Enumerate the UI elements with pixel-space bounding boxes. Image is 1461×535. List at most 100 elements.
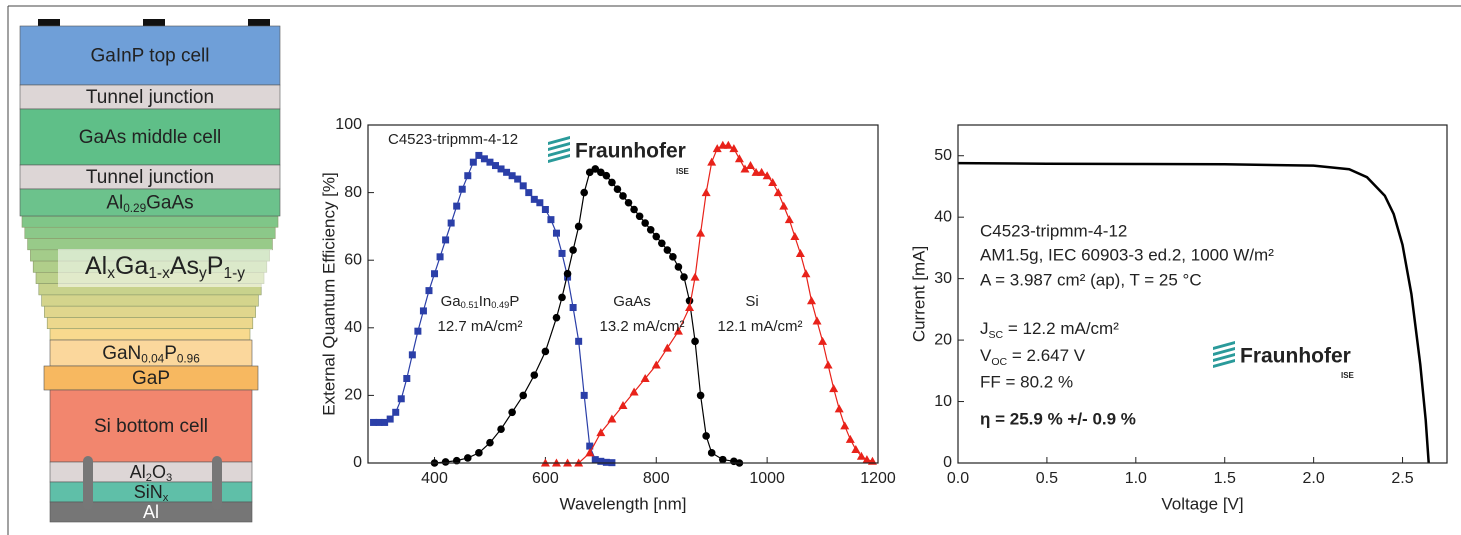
marker bbox=[370, 418, 378, 426]
annotation: Fraunhofer bbox=[1240, 345, 1351, 368]
marker bbox=[680, 273, 688, 281]
marker bbox=[497, 165, 505, 173]
marker bbox=[663, 246, 672, 254]
layer-label: Tunnel junction bbox=[86, 87, 214, 108]
marker bbox=[613, 185, 622, 194]
subscript: 0.96 bbox=[177, 352, 200, 365]
marker bbox=[696, 391, 705, 400]
marker bbox=[392, 408, 400, 416]
marker bbox=[508, 172, 516, 180]
marker bbox=[508, 408, 516, 417]
x-tick-label: 400 bbox=[421, 470, 448, 487]
marker bbox=[585, 448, 595, 457]
y-axis-label: External Quantum Efficiency [%] bbox=[319, 172, 338, 415]
subscript: 3 bbox=[166, 472, 172, 484]
logo-icon bbox=[1213, 341, 1235, 368]
marker bbox=[514, 175, 522, 183]
graded-layer bbox=[27, 238, 273, 251]
annotation: C4523-tripmm-4-12 bbox=[980, 221, 1127, 240]
marker bbox=[563, 269, 572, 278]
layer bbox=[19, 188, 281, 217]
x-axis-label: Voltage [V] bbox=[1161, 494, 1243, 513]
layer-label: SiNx bbox=[134, 482, 169, 504]
marker bbox=[486, 158, 494, 166]
marker bbox=[464, 172, 472, 180]
marker bbox=[591, 165, 600, 173]
y-tick-label: 10 bbox=[934, 393, 952, 410]
subscript: 0.49 bbox=[491, 301, 509, 311]
text-part: GaN bbox=[102, 343, 141, 364]
marker bbox=[492, 162, 499, 170]
x-tick-label: 1.0 bbox=[1125, 470, 1147, 487]
marker bbox=[651, 360, 661, 369]
y-tick-label: 20 bbox=[344, 387, 362, 404]
graded-layer bbox=[41, 294, 259, 307]
marker bbox=[419, 307, 427, 315]
marker bbox=[690, 272, 700, 281]
layer-label: GaN0.04P0.96 bbox=[102, 343, 200, 365]
layer bbox=[43, 365, 259, 391]
marker bbox=[629, 387, 639, 396]
marker bbox=[441, 458, 450, 466]
x-axis-label: Wavelength [nm] bbox=[560, 494, 687, 513]
annotation: C4523-tripmm-4-12 bbox=[388, 131, 518, 148]
marker bbox=[453, 202, 461, 210]
graded-layer bbox=[44, 305, 256, 318]
text-part: = 12.2 mA/cm² bbox=[1003, 319, 1119, 338]
text-part: = 2.647 V bbox=[1007, 346, 1086, 365]
marker bbox=[552, 313, 561, 322]
marker bbox=[386, 415, 394, 423]
x-tick-label: 2.5 bbox=[1391, 470, 1413, 487]
marker bbox=[414, 327, 422, 335]
marker bbox=[845, 434, 855, 443]
marker bbox=[746, 161, 755, 170]
layer-label: AlxGa1-xAsyP1-y bbox=[85, 252, 245, 282]
marker bbox=[635, 212, 644, 221]
marker bbox=[773, 188, 783, 197]
layer-label: Al0.29GaAs bbox=[106, 193, 193, 215]
text-part: GaAs bbox=[146, 193, 194, 214]
marker bbox=[397, 395, 405, 403]
layer-label: Tunnel junction bbox=[86, 167, 214, 188]
x-tick-label: 1200 bbox=[860, 470, 896, 487]
y-axis-label: Current [mA] bbox=[909, 246, 928, 342]
annotation: 12.1 mA/cm² bbox=[717, 318, 802, 335]
marker bbox=[851, 444, 861, 453]
marker bbox=[469, 158, 477, 166]
marker bbox=[701, 188, 711, 197]
marker bbox=[569, 246, 577, 254]
marker bbox=[685, 303, 695, 312]
annotation: A = 3.987 cm² (ap), T = 25 °C bbox=[980, 270, 1202, 289]
marker bbox=[646, 225, 655, 234]
text-part: SiN bbox=[134, 482, 163, 502]
text-part: In bbox=[479, 293, 492, 310]
marker bbox=[497, 425, 505, 434]
y-tick-label: 20 bbox=[934, 331, 952, 348]
marker bbox=[707, 449, 716, 457]
marker bbox=[652, 232, 661, 241]
marker bbox=[408, 351, 416, 359]
marker bbox=[812, 316, 822, 325]
marker bbox=[762, 171, 772, 180]
series-line bbox=[545, 144, 873, 464]
layer bbox=[19, 108, 281, 166]
graded-layer bbox=[49, 328, 251, 341]
annotation: VOC = 2.647 V bbox=[980, 346, 1086, 367]
subscript: x bbox=[163, 492, 169, 504]
x-tick-label: 0.5 bbox=[1036, 470, 1058, 487]
marker bbox=[463, 454, 472, 462]
marker bbox=[702, 432, 710, 440]
marker bbox=[607, 414, 617, 423]
text-part: P bbox=[207, 252, 224, 280]
marker bbox=[596, 428, 606, 437]
subscript: 1-y bbox=[223, 265, 245, 282]
marker bbox=[619, 192, 627, 200]
marker bbox=[530, 195, 538, 203]
graded-layer bbox=[21, 215, 279, 228]
annotation: 12.7 mA/cm² bbox=[437, 318, 522, 335]
via bbox=[212, 456, 222, 510]
subscript: 2 bbox=[146, 472, 152, 484]
annotation: AM1.5g, IEC 60903-3 ed.2, 1000 W/m² bbox=[980, 245, 1274, 264]
marker bbox=[536, 199, 544, 207]
